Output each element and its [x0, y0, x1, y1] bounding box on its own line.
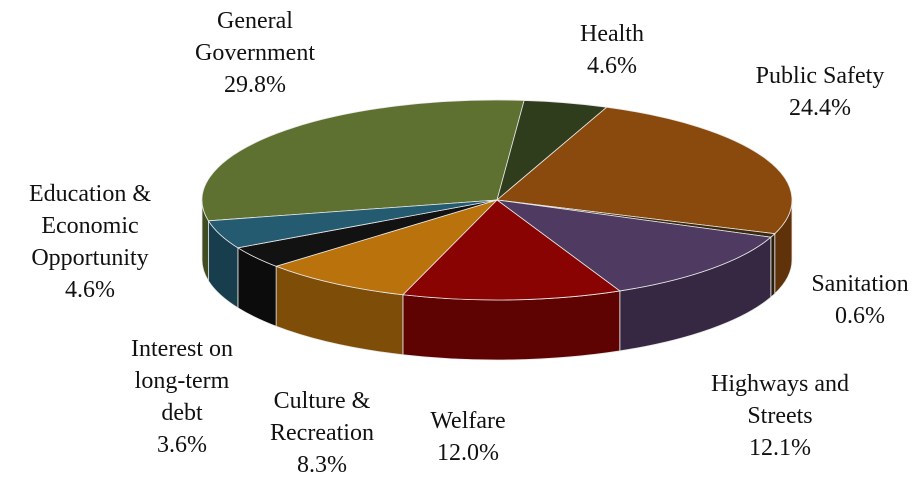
value-label: 0.6%	[835, 303, 885, 329]
category-name: Culture & Recreation	[270, 388, 374, 446]
category-name: Health	[580, 21, 644, 47]
category-name: Public Safety	[755, 63, 885, 89]
category-name: Welfare	[430, 408, 506, 434]
slice	[496, 199, 772, 292]
slice-label: Education & Economic Opportunity 4.6%	[5, 178, 175, 306]
category-name: Education & Economic Opportunity	[29, 181, 151, 271]
value-label: 12.0%	[437, 440, 499, 466]
category-name: General Government	[195, 8, 315, 66]
category-name: Highways and Streets	[711, 371, 849, 429]
value-label: 4.6%	[65, 277, 115, 303]
slice-label: General Government 29.8%	[185, 5, 325, 101]
slice-label: Health 4.6%	[552, 18, 672, 82]
value-label: 12.1%	[749, 435, 811, 461]
slice-label: Culture & Recreation 8.3%	[252, 385, 392, 481]
slice-label: Interest on long-term debt 3.6%	[117, 333, 247, 461]
category-name: Sanitation	[811, 271, 909, 297]
slice-side	[770, 232, 776, 299]
slice-label: Highways and Streets 12.1%	[700, 368, 860, 464]
value-label: 29.8%	[224, 72, 286, 98]
value-label: 3.6%	[157, 432, 207, 458]
slice-label: Sanitation 0.6%	[795, 268, 924, 332]
slice	[402, 199, 621, 301]
slice	[496, 106, 793, 235]
value-label: 8.3%	[297, 452, 347, 478]
slice	[207, 199, 498, 249]
slice	[201, 99, 525, 222]
slice-side	[402, 290, 621, 361]
value-label: 4.6%	[587, 53, 637, 79]
category-name: Interest on long-term debt	[131, 336, 233, 426]
slice-label: Welfare 12.0%	[408, 405, 528, 469]
slice	[274, 199, 498, 296]
value-label: 24.4%	[789, 95, 851, 121]
slice-label: Public Safety 24.4%	[725, 60, 915, 124]
